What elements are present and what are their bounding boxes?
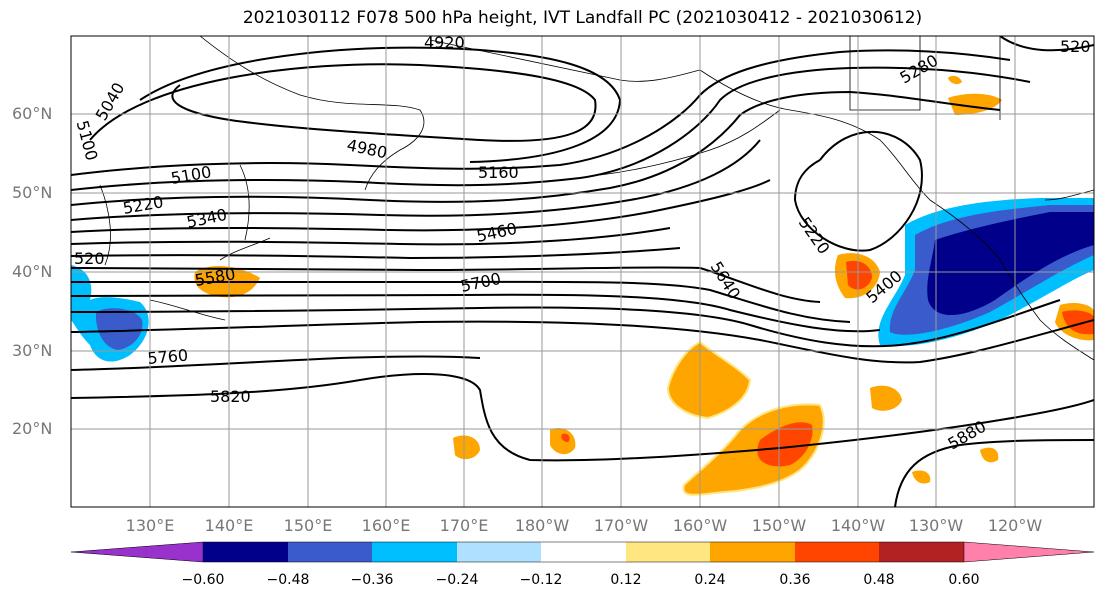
lat-label-40n: 40°N [12, 262, 53, 281]
lat-label-20n: 20°N [12, 419, 53, 438]
contour-label: 5820 [210, 387, 251, 406]
lon-label: 140°E [204, 516, 254, 535]
contour-label: 520 [1060, 37, 1091, 56]
ivt-positive-regions [194, 75, 1094, 496]
lon-label: 180°W [514, 516, 570, 535]
lon-label: 170°W [593, 516, 649, 535]
lat-label-60n: 60°N [12, 104, 53, 123]
colorbar-segment [795, 542, 879, 562]
lon-label: 160°E [361, 516, 411, 535]
colorbar-tick-label: −0.12 [519, 572, 563, 588]
coastlines [99, 36, 1094, 361]
lon-label: 130°W [908, 516, 964, 535]
contour-label: 520 [74, 249, 105, 268]
lon-label: 170°E [439, 516, 489, 535]
colorbar-tick-label: −0.60 [181, 572, 225, 588]
lon-label: 120°W [987, 516, 1043, 535]
ivt-negative-region-west [71, 265, 149, 362]
colorbar-segment [626, 542, 710, 562]
colorbar-segment [457, 542, 541, 562]
colorbar-segment [879, 542, 964, 562]
colorbar-tick-label: 0.36 [779, 572, 811, 588]
colorbar [70, 541, 1095, 563]
map-border [70, 35, 1095, 508]
lon-label: 130°E [125, 516, 175, 535]
contour-label: 5160 [478, 163, 519, 182]
colorbar-segment [710, 542, 795, 562]
contour-label: 4920 [424, 33, 465, 52]
lon-label: 160°W [672, 516, 728, 535]
colorbar-segment [541, 542, 626, 562]
lat-label-50n: 50°N [12, 183, 53, 202]
lon-label: 140°W [830, 516, 886, 535]
lon-label: 150°E [283, 516, 333, 535]
colorbar-extend-min [70, 541, 204, 563]
colorbar-tick-label: −0.36 [350, 572, 394, 588]
colorbar-tick-label: −0.24 [435, 572, 479, 588]
colorbar-tick-label: 0.24 [694, 572, 726, 588]
colorbar-tick-label: 0.12 [610, 572, 642, 588]
height-contours [71, 36, 1094, 507]
colorbar-extend-max [963, 541, 1095, 563]
lon-label: 150°W [751, 516, 807, 535]
colorbar-tick-label: 0.48 [863, 572, 895, 588]
colorbar-tick-label: 0.60 [948, 572, 980, 588]
lat-label-30n: 30°N [12, 341, 53, 360]
contour-label: 5760 [147, 346, 189, 368]
colorbar-segment [203, 542, 288, 562]
colorbar-tick-label: −0.48 [266, 572, 310, 588]
map-gridlines [71, 36, 1094, 507]
colorbar-segment [372, 542, 457, 562]
colorbar-segment [288, 542, 372, 562]
map-title: 2021030112 F078 500 hPa height, IVT Land… [242, 8, 923, 28]
